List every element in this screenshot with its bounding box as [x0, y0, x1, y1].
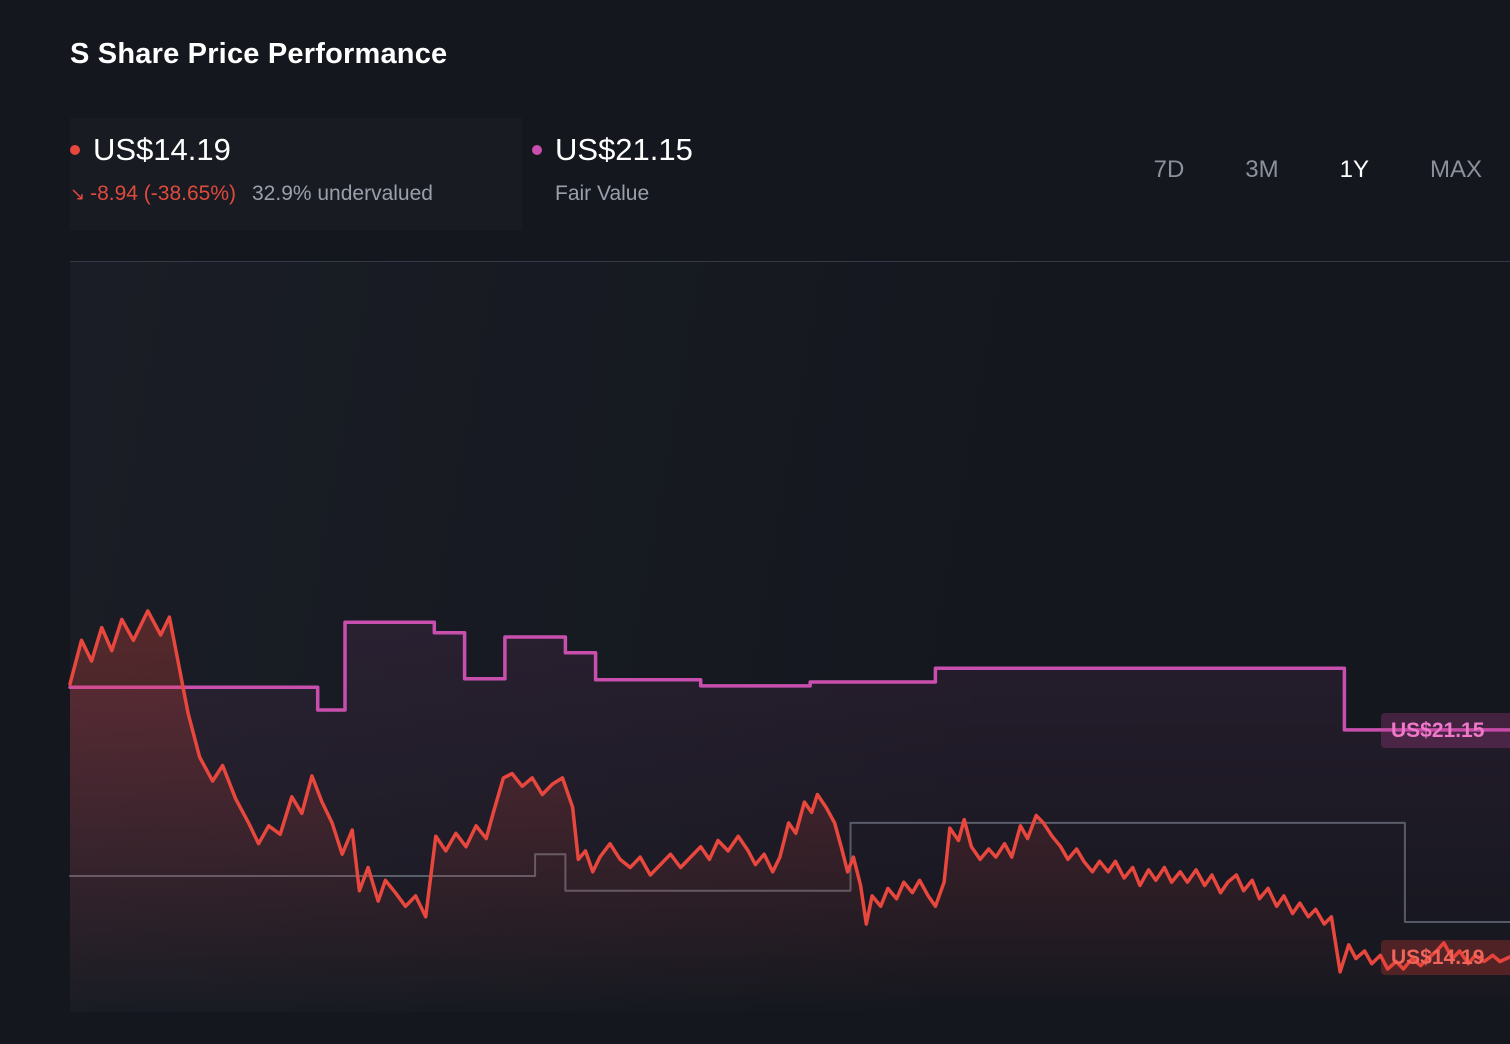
share-price-dot-icon — [70, 145, 80, 155]
line-fair-value — [68, 620, 1510, 732]
range-button-1y[interactable]: 1Y — [1338, 152, 1371, 188]
fair-value-label: Fair Value — [555, 182, 650, 205]
line-share-price — [68, 609, 1510, 974]
fair-value-axis-label: US$21.15 — [1381, 713, 1510, 748]
down-right-arrow-icon: ↘ — [70, 183, 86, 204]
share-price-value: US$14.19 — [93, 132, 231, 167]
range-button-3m[interactable]: 3M — [1243, 152, 1280, 188]
fair-value-legend: US$21.15 Fair Value — [532, 130, 693, 206]
undervalued-badge: 32.9% undervalued — [252, 182, 433, 205]
header-divider — [70, 261, 1510, 262]
range-button-7d[interactable]: 7D — [1152, 152, 1187, 188]
share-price-change: -8.94 (-38.65%) — [90, 182, 236, 205]
range-selector: 7D 3M 1Y MAX — [1152, 152, 1484, 188]
fair-value-value: US$21.15 — [555, 132, 693, 167]
share-price-legend: US$14.19 ↘ -8.94 (-38.65%) 32.9% underva… — [70, 130, 433, 206]
share-price-axis-label: US$14.19 — [1381, 940, 1510, 975]
fair-value-dot-icon — [532, 145, 542, 155]
page-title: S Share Price Performance — [70, 38, 448, 70]
area-share-price — [70, 610, 1510, 1012]
range-button-max[interactable]: MAX — [1428, 152, 1484, 188]
